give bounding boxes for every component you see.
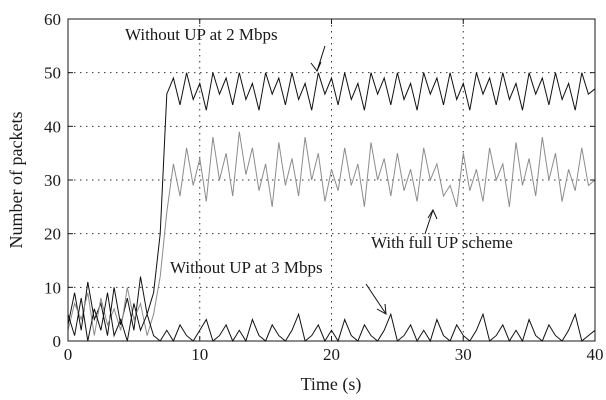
annotation-3mbps: Without UP at 3 Mbps [170, 258, 387, 315]
y-tick-label: 50 [44, 64, 61, 83]
y-tick-label: 30 [44, 171, 61, 190]
grid-lines [68, 19, 595, 341]
y-axis-title: Number of packets [6, 112, 26, 249]
y-tick-label: 0 [53, 332, 62, 351]
x-tick-label: 10 [191, 345, 208, 364]
y-tick-label: 60 [44, 10, 61, 29]
annotation-2mbps-arrowhead [310, 61, 322, 72]
annotation-full-up-arrow [424, 209, 434, 235]
x-tick-label: 30 [455, 345, 472, 364]
annotation-2mbps: Without UP at 2 Mbps [125, 25, 326, 72]
x-tick-label: 20 [323, 345, 340, 364]
y-tick-label: 10 [44, 278, 61, 297]
y-tick-label: 40 [44, 117, 61, 136]
annotation-3mbps-label: Without UP at 3 Mbps [170, 258, 323, 277]
series-lines [67, 72, 596, 343]
y-tick-label: 20 [44, 225, 61, 244]
annotation-3mbps-arrow [365, 283, 387, 315]
series-line-full-up-scheme [67, 131, 596, 336]
annotation-full-up-arrowhead [427, 208, 438, 220]
annotation-3mbps-arrowhead [376, 303, 387, 315]
annotation-full-up-label: With full UP scheme [371, 233, 513, 252]
series-line-without-up-2mbps [67, 72, 596, 336]
annotation-2mbps-label: Without UP at 2 Mbps [125, 25, 278, 44]
x-tick-label: 40 [587, 345, 604, 364]
x-axis-title: Time (s) [301, 374, 362, 395]
series-line-without-up-3mbps [67, 292, 596, 343]
annotation-full-up: With full UP scheme [371, 208, 513, 252]
axis-ticks: 0 10 20 30 40 0 10 20 30 40 50 60 [44, 10, 604, 364]
x-tick-label: 0 [64, 345, 73, 364]
